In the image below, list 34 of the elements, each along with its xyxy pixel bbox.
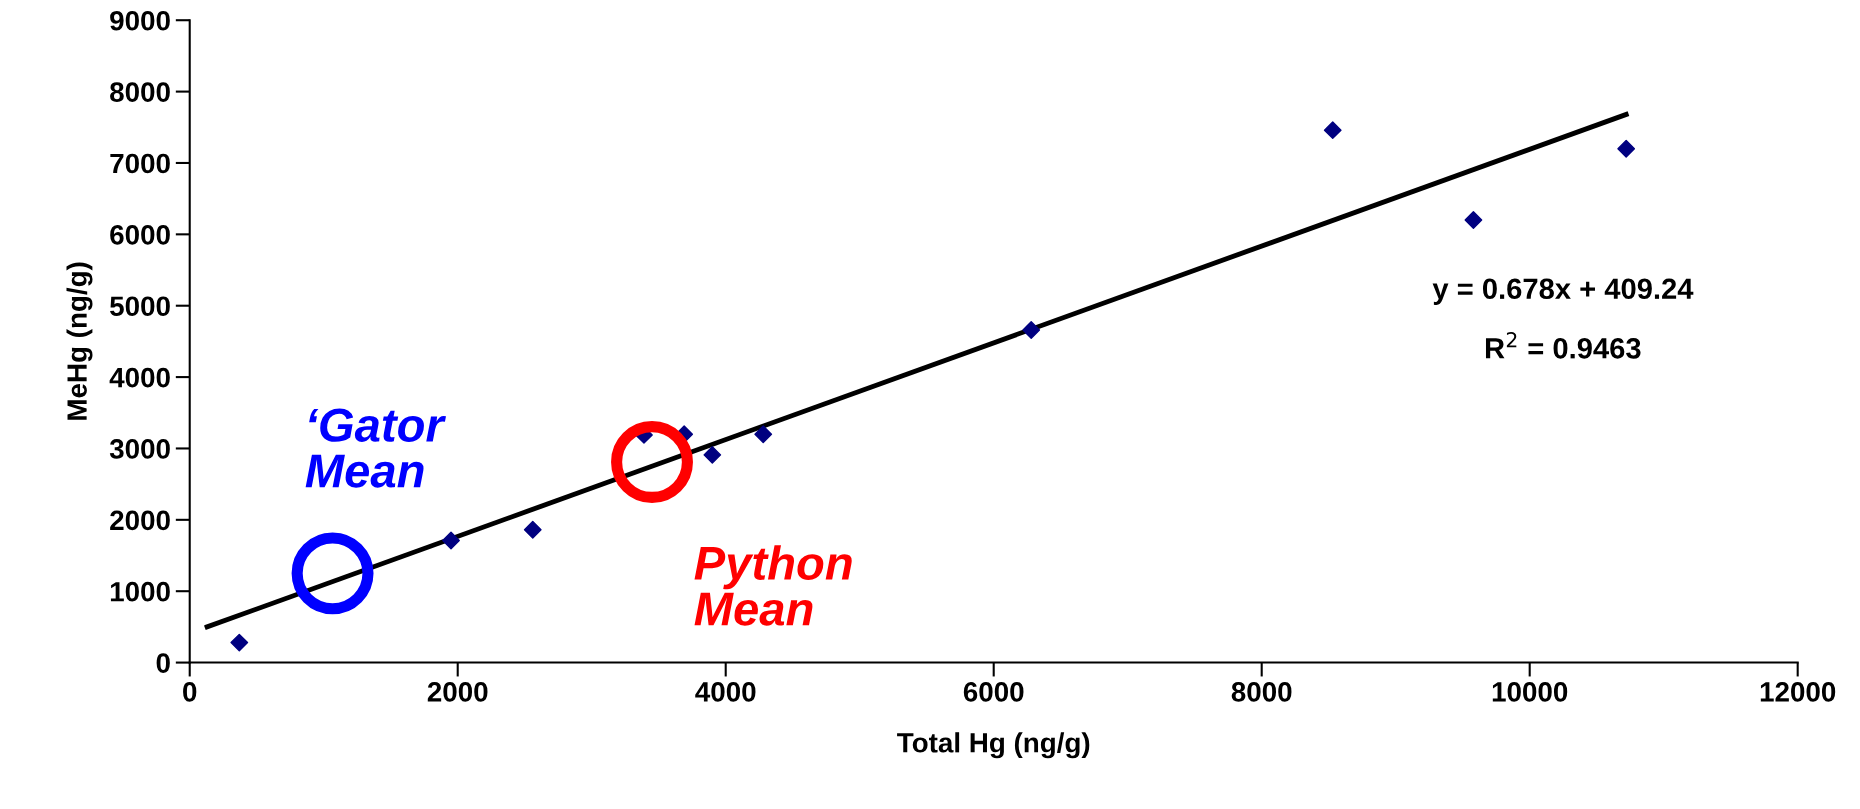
x-tick-label: 6000 (963, 682, 1024, 702)
y-tick-label: 4000 (109, 367, 170, 388)
y-tick-label: 8000 (110, 82, 170, 102)
y-tick-label: 7000 (110, 153, 170, 174)
point (754, 425, 773, 444)
x-tick-label: 10000 (1492, 682, 1568, 702)
y-tick-label: 2000 (110, 510, 170, 531)
annotation: y = 0.678x + 409.24 (1432, 278, 1694, 305)
point (523, 520, 542, 539)
y-tick-label: 3000 (109, 439, 170, 459)
point (230, 633, 249, 652)
y-tick-label: 0 (156, 653, 170, 673)
point (291, 532, 374, 615)
point (703, 445, 722, 464)
annotation: R$^{2}$ = 0.9463 (1485, 332, 1641, 359)
x-tick-label: 2000 (427, 682, 488, 702)
x-tick-label: 4000 (695, 682, 756, 702)
point (1022, 321, 1041, 339)
series-label: Python Mean (694, 545, 852, 626)
point (1464, 211, 1483, 229)
series-label: ‘Gator Mean (305, 408, 446, 488)
x-axis-title: Total Hg (ng/g) (897, 732, 1090, 759)
y-axis-title: MeHg (ng/g) (66, 262, 93, 420)
point (611, 421, 693, 503)
x-tick-label: 0 (183, 682, 197, 702)
y-tick-label: 6000 (110, 225, 170, 245)
y-tick-label: 5000 (110, 296, 170, 317)
point (1617, 139, 1636, 158)
x-tick-label: 8000 (1231, 682, 1292, 702)
y-tick-label: 1000 (110, 581, 170, 602)
y-tick-label: 9000 (110, 10, 170, 31)
point (1323, 121, 1342, 140)
x-tick-label: 12000 (1760, 682, 1836, 702)
point (442, 531, 460, 550)
